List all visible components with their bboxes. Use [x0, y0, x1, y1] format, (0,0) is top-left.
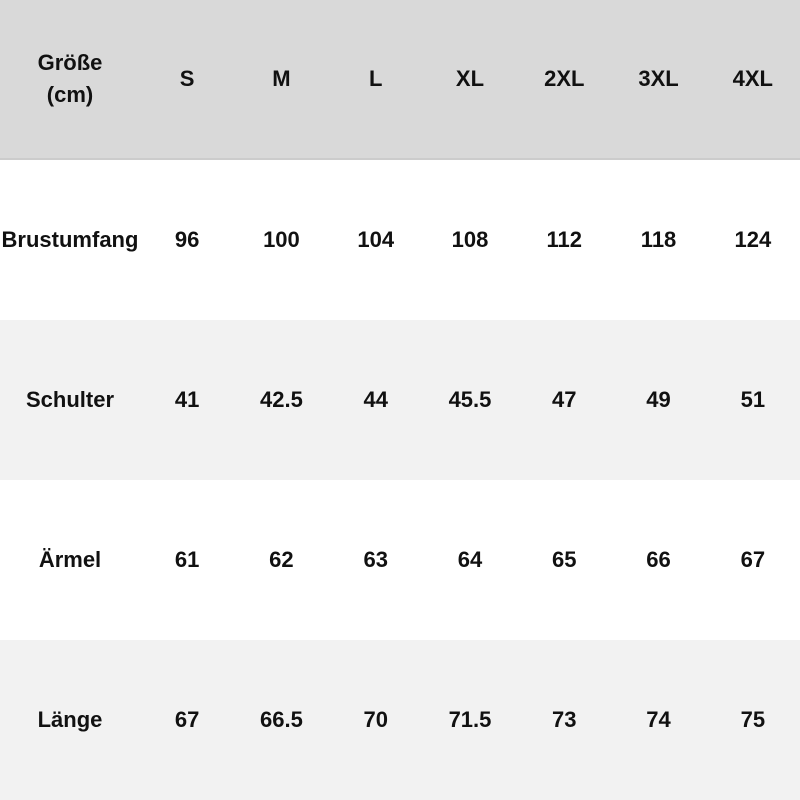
data-cell: 49: [646, 387, 671, 412]
size-header-line1: Größe: [37, 50, 103, 75]
data-cell: 41: [174, 387, 200, 412]
row-label: Brustumfang: [1, 227, 139, 252]
data-cell: 74: [646, 707, 671, 732]
row-label: Schulter: [25, 387, 115, 412]
table-row-laenge: Länge 67 66.5 70 71.5 73 74 75: [0, 640, 800, 800]
size-unit-header: Größe (cm): [0, 47, 140, 111]
data-cell: 61: [174, 547, 200, 572]
table-header-row: Größe (cm) S M L XL 2XL 3XL 4XL: [0, 0, 800, 160]
data-cell: 64: [457, 547, 483, 572]
data-cell: 112: [546, 227, 583, 252]
data-cell: 108: [451, 227, 489, 252]
data-cell: 70: [363, 707, 388, 732]
column-header-l: L: [368, 66, 383, 91]
data-cell: 66: [646, 547, 671, 572]
data-cell: 67: [740, 547, 766, 572]
data-cell: 73: [552, 707, 577, 732]
data-cell: 96: [174, 227, 200, 252]
row-label: Länge: [37, 707, 103, 732]
table-row-schulter: Schulter 41 42.5 44 45.5 47 49 51: [0, 320, 800, 480]
data-cell: 67: [174, 707, 200, 732]
data-cell: 63: [363, 547, 388, 572]
data-cell: 45.5: [448, 387, 492, 412]
size-header-line2: (cm): [46, 82, 94, 107]
column-header-m: M: [272, 66, 291, 91]
data-cell: 75: [740, 707, 766, 732]
column-header-3xl: 3XL: [638, 66, 679, 91]
data-cell: 124: [734, 227, 772, 252]
data-cell: 62: [269, 547, 294, 572]
data-cell: 100: [263, 227, 300, 252]
data-cell: 51: [740, 387, 766, 412]
table-row-aermel: Ärmel 61 62 63 64 65 66 67: [0, 480, 800, 640]
row-label: Ärmel: [38, 547, 102, 572]
data-cell: 71.5: [448, 707, 492, 732]
column-header-2xl: 2XL: [544, 66, 585, 91]
data-cell: 118: [640, 227, 677, 252]
data-cell: 42.5: [260, 387, 303, 412]
data-cell: 44: [363, 387, 388, 412]
data-cell: 47: [552, 387, 577, 412]
table-row-brustumfang: Brustumfang 96 100 104 108 112 118 124: [0, 160, 800, 320]
data-cell: 65: [552, 547, 577, 572]
column-header-4xl: 4XL: [732, 66, 773, 91]
data-cell: 66.5: [260, 707, 303, 732]
data-cell: 104: [357, 227, 395, 252]
column-header-s: S: [179, 66, 195, 91]
column-header-xl: XL: [455, 66, 485, 91]
